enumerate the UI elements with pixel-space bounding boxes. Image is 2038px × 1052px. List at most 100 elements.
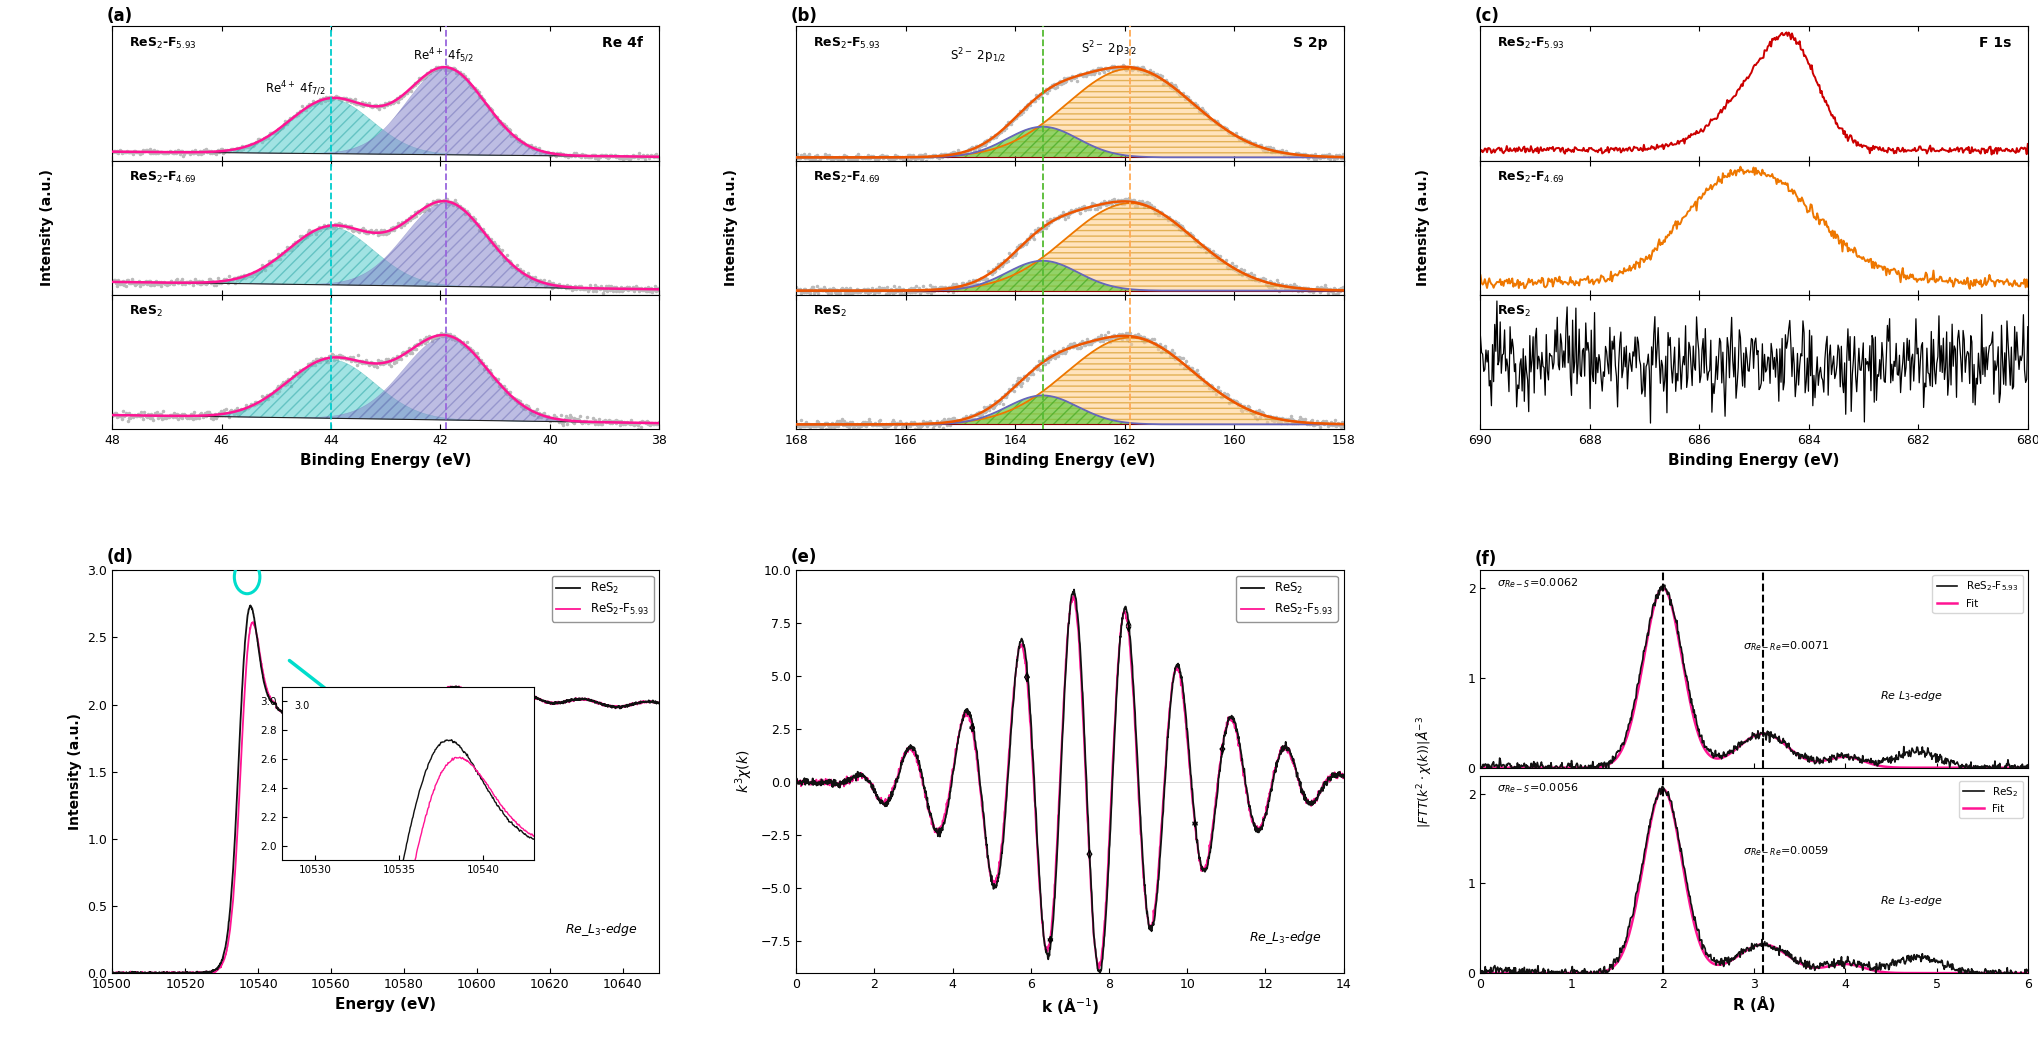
ReS$_2$ (1651, 781, 1675, 793)
ReS$_2$-F$_{5.93}$ (785, 777, 809, 790)
ReS$_2$-F$_{5.93}$ (1037, 943, 1062, 955)
ReS$_2$ (116, 969, 141, 982)
Text: $|FTT(k^2\cdot\chi(k))|\AA^{-3}$: $|FTT(k^2\cdot\chi(k))|\AA^{-3}$ (1414, 715, 1433, 828)
Text: ReS$_2$-F$_{4.69}$: ReS$_2$-F$_{4.69}$ (128, 170, 196, 185)
Text: ReS$_2$-F$_{5.93}$: ReS$_2$-F$_{5.93}$ (1496, 36, 1565, 50)
Fit (1802, 754, 1826, 767)
X-axis label: Binding Energy (eV): Binding Energy (eV) (984, 452, 1156, 467)
Line: ReS$_2$: ReS$_2$ (1480, 787, 2028, 979)
Line: ReS$_2$: ReS$_2$ (797, 589, 1343, 975)
ReS$_2$ (532, 694, 556, 707)
Fit (1818, 959, 1842, 972)
Fit (1787, 956, 1812, 969)
Y-axis label: Intensity (a.u.): Intensity (a.u.) (67, 713, 82, 830)
Fit (1940, 967, 1965, 979)
Text: $\sigma_{Re-Re}$=0.0059: $\sigma_{Re-Re}$=0.0059 (1742, 845, 1830, 858)
Text: Re$^{4+}$ 4f$_{5/2}$: Re$^{4+}$ 4f$_{5/2}$ (414, 46, 475, 65)
Text: S 2p: S 2p (1292, 36, 1327, 49)
ReS$_2$-F$_{5.93}$ (632, 695, 656, 708)
X-axis label: k (Å$^{-1}$): k (Å$^{-1}$) (1041, 996, 1098, 1017)
X-axis label: Energy (eV): Energy (eV) (336, 996, 436, 1012)
ReS$_2$-F$_{5.93}$ (353, 701, 377, 713)
ReS$_2$-F$_{5.93}$ (124, 969, 149, 982)
ReS$_2$ (632, 695, 656, 708)
Text: ReS$_2$: ReS$_2$ (1496, 304, 1531, 320)
ReS$_2$-F$_{5.93}$ (100, 967, 124, 979)
ReS$_2$-F$_{5.93}$ (1086, 963, 1111, 975)
ReS$_2$-F$_{5.93}$ (1072, 731, 1096, 744)
ReS$_2$ (972, 822, 997, 834)
ReS$_2$ (1883, 959, 1908, 972)
ReS$_2$-F$_{5.93}$ (367, 692, 391, 705)
ReS$_2$ (1325, 771, 1349, 784)
X-axis label: Binding Energy (eV): Binding Energy (eV) (300, 452, 471, 467)
Line: ReS$_2$-F$_{5.93}$: ReS$_2$-F$_{5.93}$ (797, 595, 1343, 969)
ReS$_2$-F$_{5.93}$ (1331, 771, 1355, 784)
Fit (1818, 753, 1842, 766)
Text: S$^{2-}$ 2p$_{1/2}$: S$^{2-}$ 2p$_{1/2}$ (950, 46, 1007, 65)
Y-axis label: $k^3\chi(k)$: $k^3\chi(k)$ (734, 750, 756, 793)
Text: Re 4f: Re 4f (601, 36, 644, 49)
Fit (1883, 762, 1908, 774)
Fit (1940, 762, 1965, 774)
ReS$_2$-F$_{5.93}$ (1940, 754, 1965, 767)
ReS$_2$ (632, 695, 656, 708)
Text: Intensity (a.u.): Intensity (a.u.) (723, 169, 738, 286)
Fit (1467, 762, 1492, 774)
ReS$_2$ (100, 967, 124, 979)
ReS$_2$-F$_{5.93}$ (632, 695, 656, 708)
Line: Fit: Fit (1480, 588, 2028, 768)
ReS$_2$-F$_{5.93}$ (1325, 772, 1349, 785)
ReS$_2$ (1062, 583, 1086, 595)
Fit (2016, 762, 2038, 774)
ReS$_2$ (128, 967, 153, 979)
Text: ReS$_2$-F$_{4.69}$: ReS$_2$-F$_{4.69}$ (813, 170, 880, 185)
ReS$_2$-F$_{5.93}$ (972, 827, 997, 839)
Fit (1467, 967, 1492, 979)
Text: Re$^{4+}$ 4f$_{7/2}$: Re$^{4+}$ 4f$_{7/2}$ (265, 80, 326, 98)
ReS$_2$ (1818, 959, 1842, 972)
Fit (1787, 749, 1812, 762)
ReS$_2$ (1502, 962, 1526, 974)
Text: $\sigma_{Re-Re}$=0.0071: $\sigma_{Re-Re}$=0.0071 (1742, 640, 1830, 653)
ReS$_2$-F$_{5.93}$ (1802, 751, 1826, 764)
Text: (d): (d) (106, 548, 135, 566)
ReS$_2$ (1088, 969, 1113, 982)
Line: ReS$_2$-F$_{5.93}$: ReS$_2$-F$_{5.93}$ (112, 622, 660, 975)
Legend: ReS$_2$, ReS$_2$-F$_{5.93}$: ReS$_2$, ReS$_2$-F$_{5.93}$ (552, 576, 654, 622)
ReS$_2$-F$_{5.93}$ (128, 968, 153, 980)
Legend: ReS$_2$, Fit: ReS$_2$, Fit (1959, 781, 2022, 818)
ReS$_2$ (1787, 956, 1812, 969)
Text: ReS$_2$: ReS$_2$ (813, 304, 846, 320)
ReS$_2$-F$_{5.93}$ (1883, 749, 1908, 762)
Text: (f): (f) (1476, 550, 1498, 568)
ReS$_2$ (2016, 965, 2038, 977)
Text: Re L$_3$-edge: Re L$_3$-edge (1879, 894, 1942, 908)
Text: S$^{2-}$ 2p$_{3/2}$: S$^{2-}$ 2p$_{3/2}$ (1080, 40, 1137, 59)
ReS$_2$ (648, 697, 673, 710)
Text: (c): (c) (1476, 7, 1500, 25)
ReS$_2$ (238, 600, 263, 612)
Legend: ReS$_2$-F$_{5.93}$, Fit: ReS$_2$-F$_{5.93}$, Fit (1932, 575, 2022, 612)
ReS$_2$-F$_{5.93}$ (917, 805, 942, 817)
Line: Fit: Fit (1480, 789, 2028, 973)
ReS$_2$ (1072, 714, 1096, 727)
Legend: ReS$_2$, ReS$_2$-F$_{5.93}$: ReS$_2$, ReS$_2$-F$_{5.93}$ (1235, 576, 1337, 622)
ReS$_2$-F$_{5.93}$ (2016, 758, 2038, 771)
ReS$_2$ (2005, 973, 2030, 986)
Text: F 1s: F 1s (1979, 36, 2012, 49)
ReS$_2$-F$_{5.93}$ (240, 615, 265, 628)
ReS$_2$ (1940, 957, 1965, 970)
Text: (e): (e) (791, 548, 817, 566)
Text: $\sigma_{Re-S}$=0.0056: $\sigma_{Re-S}$=0.0056 (1496, 782, 1577, 795)
ReS$_2$-F$_{5.93}$ (1993, 767, 2018, 780)
Fit (1802, 962, 1826, 974)
ReS$_2$-F$_{5.93}$ (1229, 754, 1253, 767)
ReS$_2$-F$_{5.93}$ (532, 695, 556, 708)
Fit (2016, 967, 2038, 979)
Text: Re_L$_3$-edge: Re_L$_3$-edge (1249, 929, 1323, 946)
ReS$_2$-F$_{5.93}$ (1502, 762, 1526, 774)
ReS$_2$ (1802, 957, 1826, 970)
Text: ReS$_2$-F$_{4.69}$: ReS$_2$-F$_{4.69}$ (1496, 170, 1565, 185)
Text: ReS$_2$-F$_{5.93}$: ReS$_2$-F$_{5.93}$ (128, 36, 196, 50)
